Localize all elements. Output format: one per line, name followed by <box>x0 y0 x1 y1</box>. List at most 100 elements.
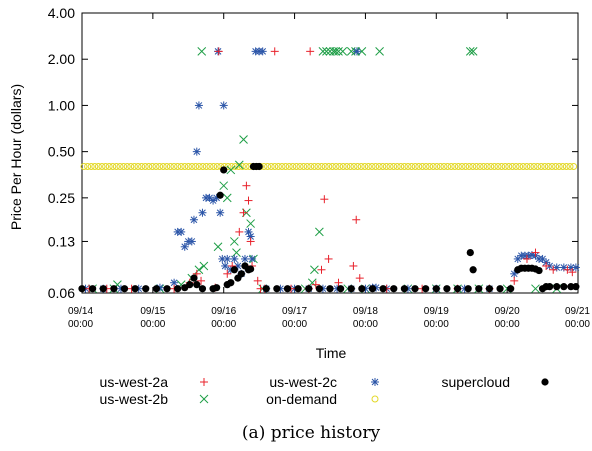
point-on-demand <box>156 163 164 171</box>
point-us-west-2a <box>324 254 333 263</box>
point-supercloud <box>294 285 302 293</box>
point-on-demand <box>451 163 459 171</box>
point-on-demand <box>462 163 470 171</box>
point-us-west-2b <box>234 160 244 170</box>
point-on-demand <box>116 163 124 171</box>
point-us-west-2b <box>239 135 248 144</box>
point-supercloud <box>475 285 483 293</box>
point-us-west-2b <box>310 265 319 275</box>
point-supercloud <box>99 285 107 293</box>
point-us-west-2b <box>226 165 236 175</box>
point-us-west-2a <box>320 195 329 204</box>
x-tick-label-date: 09/17 <box>282 306 307 317</box>
y-tick-label: 0.25 <box>48 190 75 206</box>
point-supercloud <box>198 285 207 293</box>
point-us-west-2c <box>177 227 186 236</box>
point-on-demand <box>364 163 372 171</box>
plot-border <box>81 12 579 294</box>
point-supercloud <box>358 285 366 293</box>
point-us-west-2c <box>352 47 361 56</box>
legend-item-us-west-2b: us-west-2b <box>100 391 209 407</box>
y-tick-label: 2.00 <box>48 51 75 67</box>
legend-item-us-west-2c: us-west-2c <box>269 374 379 390</box>
point-supercloud <box>190 274 198 282</box>
point-on-demand <box>184 163 192 171</box>
point-on-demand <box>87 163 95 171</box>
point-on-demand <box>321 163 329 171</box>
legend-marker-us-west-2b <box>199 394 209 404</box>
x-tick-label-time: 00:00 <box>282 319 307 330</box>
point-on-demand <box>447 163 455 171</box>
point-supercloud <box>464 285 472 293</box>
point-on-demand <box>98 163 106 171</box>
point-supercloud <box>237 270 246 278</box>
point-on-demand <box>199 163 207 171</box>
point-us-west-2c <box>248 254 257 263</box>
series-supercloud <box>78 162 580 293</box>
point-on-demand <box>332 163 340 171</box>
y-tick-label: 0.50 <box>48 144 75 160</box>
point-supercloud <box>443 285 451 293</box>
point-on-demand <box>159 163 167 171</box>
point-us-west-2b <box>331 47 341 56</box>
point-supercloud <box>152 285 160 293</box>
point-supercloud <box>546 283 554 291</box>
point-on-demand <box>480 163 488 171</box>
x-tick-label-date: 09/14 <box>68 306 93 317</box>
point-on-demand <box>523 163 531 171</box>
point-on-demand <box>148 163 156 171</box>
point-us-west-2a <box>568 268 577 277</box>
point-on-demand <box>372 163 380 171</box>
point-supercloud <box>193 281 201 289</box>
point-on-demand <box>152 163 160 171</box>
point-us-west-2a <box>214 47 223 56</box>
point-supercloud <box>572 283 580 291</box>
point-on-demand <box>404 163 412 171</box>
point-on-demand <box>145 163 153 171</box>
point-on-demand <box>102 163 110 171</box>
point-on-demand <box>393 163 401 171</box>
point-us-west-2b <box>232 248 241 257</box>
point-supercloud <box>507 285 515 293</box>
point-us-west-2c <box>216 208 225 217</box>
point-on-demand <box>274 163 282 171</box>
point-us-west-2c <box>180 242 189 251</box>
point-supercloud <box>560 283 568 291</box>
point-on-demand <box>292 163 300 171</box>
y-tick-label: 0.13 <box>48 233 75 249</box>
point-us-west-2a <box>355 274 364 283</box>
point-on-demand <box>458 163 466 171</box>
point-us-west-2a <box>549 265 558 274</box>
x-tick-label-date: 09/18 <box>353 306 378 317</box>
point-us-west-2b <box>322 47 331 56</box>
point-on-demand <box>339 163 347 171</box>
point-supercloud <box>305 285 313 293</box>
point-supercloud <box>230 266 238 274</box>
point-us-west-2b <box>199 261 209 271</box>
legend-label: on-demand <box>266 391 337 407</box>
point-us-west-2a <box>563 265 572 274</box>
point-us-west-2c <box>194 101 203 110</box>
point-us-west-2c <box>571 263 580 272</box>
point-us-west-2c <box>240 254 249 263</box>
point-supercloud <box>163 285 171 293</box>
point-supercloud <box>255 162 263 171</box>
point-us-west-2b <box>465 47 475 56</box>
point-supercloud <box>174 285 182 293</box>
point-supercloud <box>220 166 228 174</box>
point-on-demand <box>127 163 135 171</box>
point-on-demand <box>289 163 297 171</box>
point-on-demand <box>476 163 484 171</box>
point-us-west-2b <box>219 181 229 191</box>
x-tick-label-time: 00:00 <box>140 319 165 330</box>
point-on-demand <box>238 163 246 171</box>
point-supercloud <box>142 285 150 293</box>
point-supercloud <box>315 285 323 293</box>
point-us-west-2a <box>531 248 540 257</box>
point-us-west-2a <box>246 237 255 246</box>
point-supercloud <box>485 285 494 293</box>
point-us-west-2b <box>315 227 324 237</box>
point-on-demand <box>235 163 243 171</box>
point-supercloud <box>469 266 477 274</box>
